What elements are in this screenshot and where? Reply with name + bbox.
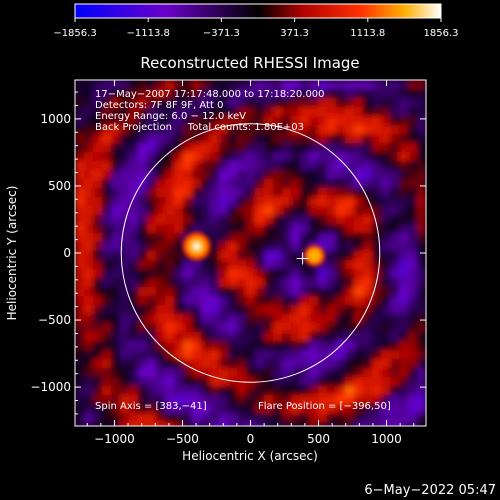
- y-tick-label: −1000: [30, 380, 71, 394]
- source-peak: [193, 242, 201, 250]
- info-line-energy: Energy Range: 6.0 − 12.0 keV: [95, 111, 246, 122]
- colorbar-ticks: −1856.3 −1113.8 −371.3 371.3 1113.8 1856.3: [53, 18, 459, 39]
- timestamp: 6−May−2022 05:47: [364, 483, 496, 498]
- colorbar-tick-label: −1113.8: [127, 28, 170, 39]
- colorbar-tick-label: 1856.3: [424, 28, 459, 39]
- info-line-time: 17−May−2007 17:17:48.000 to 17:18:20.000: [95, 89, 325, 100]
- colorbar-tick-label: −1856.3: [53, 28, 96, 39]
- solar-disk-circle: [120, 123, 381, 383]
- x-tick-label: −1000: [94, 432, 135, 446]
- colorbar: [74, 3, 442, 19]
- heatmap-image: [75, 80, 426, 426]
- info-line-method: Back Projection Total counts: 1.80E+03: [95, 122, 304, 133]
- y-axis-title: Heliocentric Y (arcsec): [5, 186, 19, 321]
- spin-axis-label: Spin Axis = [383,−41]: [95, 401, 207, 412]
- colorbar-tick-label: −371.3: [203, 28, 240, 39]
- x-tick-label: 500: [307, 432, 330, 446]
- colorbar-tick-label: 371.3: [280, 28, 309, 39]
- y-tick-label: 1000: [40, 112, 71, 126]
- flare-position-label: Flare Position = [−396,50]: [258, 401, 391, 412]
- source-core: [307, 248, 322, 263]
- x-axis-title: Heliocentric X (arcsec): [182, 449, 318, 463]
- y-tick-label: 0: [63, 246, 71, 260]
- chart-title: Reconstructed RHESSI Image: [140, 54, 359, 72]
- axis-ticks: −1000 −500 0 500 1000 −1000 −500 0 500 1000: [30, 80, 426, 446]
- colorbar-tick-label: 1113.8: [350, 28, 385, 39]
- x-tick-label: −500: [166, 432, 199, 446]
- info-block: 17−May−2007 17:17:48.000 to 17:18:20.000…: [95, 89, 325, 133]
- x-tick-label: 0: [247, 432, 255, 446]
- x-tick-label: 1000: [371, 432, 402, 446]
- spin-axis-marker: [296, 252, 309, 265]
- info-line-detectors: Detectors: 7F 8F 9F, Att 0: [95, 100, 223, 111]
- y-tick-label: −500: [38, 313, 71, 327]
- y-tick-label: 500: [48, 179, 71, 193]
